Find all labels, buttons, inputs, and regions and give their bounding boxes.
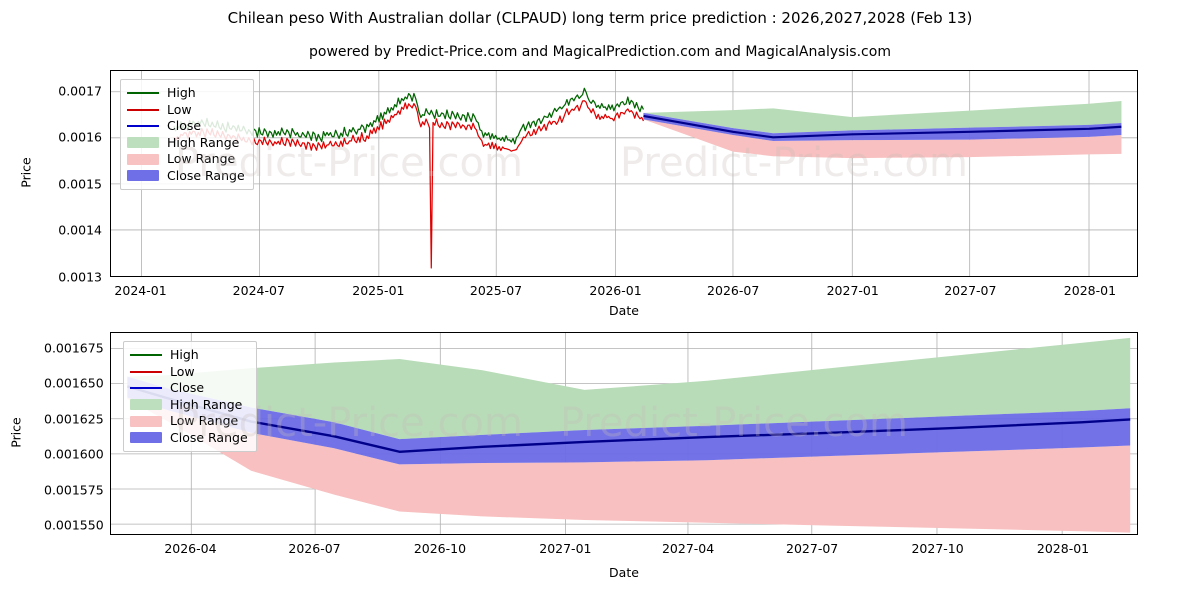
y-tick-label: 0.001625 <box>44 411 104 427</box>
legend-swatch-patch-icon <box>127 153 159 165</box>
overview-plot-svg <box>111 71 1137 276</box>
legend-item-close: Close <box>130 380 248 397</box>
overview-plot-area: High Low Close High Range Low Range Close Ran… <box>110 70 1138 277</box>
forecast-band <box>127 376 1131 465</box>
legend-item-high: High <box>127 85 245 102</box>
legend-item-label: Low <box>170 363 195 379</box>
legend-item-label: Low Range <box>170 413 239 428</box>
legend-item-close-range: Close Range <box>130 430 248 447</box>
x-tick-label: 2026-07 <box>288 541 341 556</box>
x-tick-label: 2026-07 <box>707 283 760 298</box>
y-tick-label: 0.0017 <box>58 83 102 99</box>
overview-legend: High Low Close High Range Low Range Close Ran… <box>120 79 254 190</box>
forecast-band <box>643 112 1122 142</box>
page-subtitle: powered by Predict-Price.com and Magical… <box>309 44 891 60</box>
x-tick-label: 2026-01 <box>589 283 642 298</box>
overview-x-axis-label: Date <box>609 303 639 318</box>
y-tick-label: 0.001600 <box>44 446 104 462</box>
legend-item-label: High Range <box>170 396 243 412</box>
x-tick-label: 2026-10 <box>413 541 467 556</box>
page-title: Chilean peso With Australian dollar (CLP… <box>227 9 973 27</box>
x-tick-label: 2024-07 <box>232 283 285 298</box>
legend-swatch-patch-icon <box>130 399 162 411</box>
legend-swatch-patch-icon <box>127 137 159 149</box>
y-tick-label: 0.0013 <box>58 269 102 285</box>
x-tick-label: 2027-01 <box>826 283 879 298</box>
legend-item-close-range: Close Range <box>127 168 245 185</box>
forecast-band <box>127 397 1131 533</box>
legend-item-label: High Range <box>167 134 240 150</box>
forecast-band <box>643 119 1122 159</box>
x-tick-label: 2027-07 <box>786 541 839 556</box>
legend-item-label: Close Range <box>167 167 245 183</box>
legend-item-label: Close <box>167 118 202 133</box>
legend-item-close: Close <box>127 118 245 135</box>
x-tick-label: 2025-01 <box>352 283 405 298</box>
y-tick-label: 0.001650 <box>44 375 104 391</box>
detail-legend: High Low Close High Range Low Range Close Ran… <box>123 341 257 452</box>
detail-plot-area: High Low Close High Range Low Range Close Ran… <box>110 332 1138 535</box>
x-tick-label: 2024-01 <box>114 283 167 298</box>
forecast-close-line <box>643 114 1122 139</box>
x-tick-label: 2028-01 <box>1036 541 1090 556</box>
legend-item-high-range: High Range <box>127 135 245 152</box>
legend-swatch-line-icon <box>127 88 159 99</box>
y-tick-label: 0.001575 <box>44 482 104 498</box>
y-tick-label: 0.001550 <box>44 517 104 533</box>
grid-lines <box>111 71 1137 276</box>
forecast-band <box>643 100 1122 134</box>
x-tick-label: 2027-01 <box>539 541 592 556</box>
detail-y-axis-label: Price <box>8 417 24 448</box>
detail-plot-svg <box>111 333 1137 534</box>
x-tick-label: 2028-01 <box>1063 283 1117 298</box>
legend-item-label: Low <box>167 101 192 117</box>
x-tick-label: 2025-07 <box>469 283 523 298</box>
legend-swatch-line-icon <box>130 383 162 394</box>
x-tick-label: 2027-10 <box>911 541 964 556</box>
detail-x-axis-label: Date <box>609 565 639 580</box>
legend-item-low-range: Low Range <box>130 413 248 430</box>
y-tick-label: 0.001675 <box>44 340 104 356</box>
forecast-band <box>127 337 1131 440</box>
legend-item-low-range: Low Range <box>127 151 245 168</box>
legend-item-low: Low <box>130 364 248 381</box>
overview-y-axis-label: Price <box>18 157 34 188</box>
legend-item-label: High <box>167 85 196 100</box>
x-tick-label: 2027-07 <box>944 283 997 298</box>
x-tick-label: 2027-04 <box>661 541 715 556</box>
legend-item-label: Low Range <box>167 151 236 166</box>
legend-swatch-line-icon <box>127 104 159 115</box>
legend-item-low: Low <box>127 102 245 119</box>
legend-item-label: Close <box>170 380 205 395</box>
legend-swatch-line-icon <box>127 121 159 132</box>
legend-swatch-patch-icon <box>130 415 162 427</box>
legend-swatch-line-icon <box>130 366 162 377</box>
legend-swatch-line-icon <box>130 350 162 361</box>
legend-item-high: High <box>130 347 248 364</box>
legend-item-label: Close Range <box>170 429 248 445</box>
legend-swatch-patch-icon <box>130 432 162 444</box>
y-tick-label: 0.0016 <box>58 129 102 145</box>
legend-item-high-range: High Range <box>130 397 248 414</box>
legend-swatch-patch-icon <box>127 170 159 182</box>
x-tick-label: 2026-04 <box>164 541 217 556</box>
y-tick-label: 0.0015 <box>58 176 102 192</box>
legend-item-label: High <box>170 347 199 362</box>
y-tick-label: 0.0014 <box>58 222 102 238</box>
